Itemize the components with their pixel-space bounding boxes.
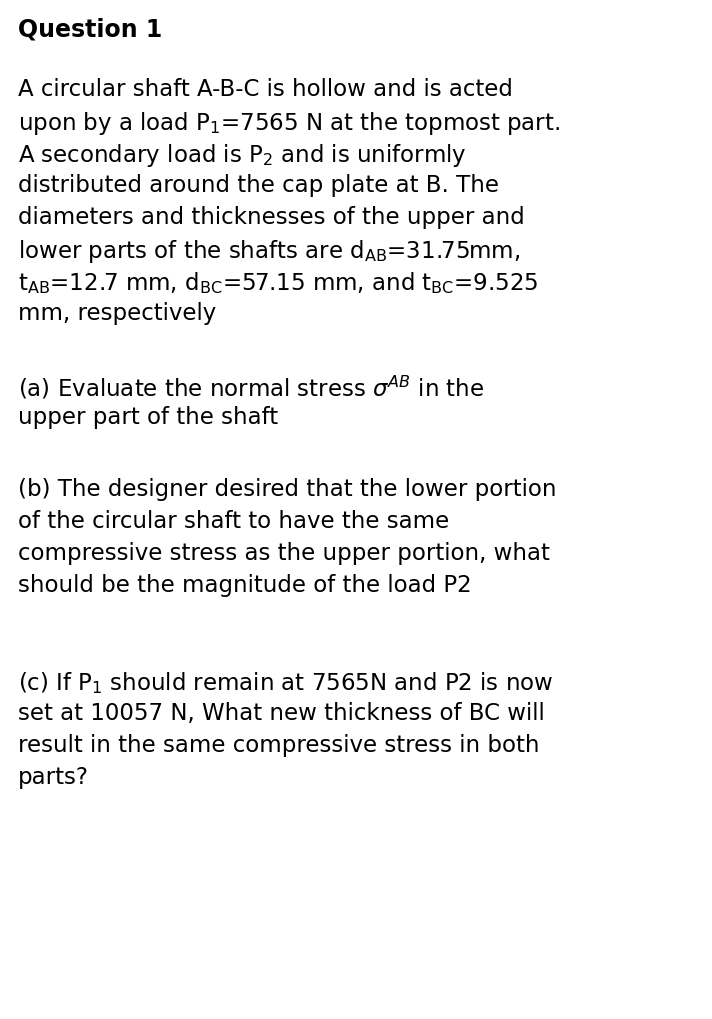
Text: A secondary load is P$_{\mathregular{2}}$ and is uniformly: A secondary load is P$_{\mathregular{2}}… bbox=[18, 142, 466, 169]
Text: (b) The designer desired that the lower portion: (b) The designer desired that the lower … bbox=[18, 478, 556, 500]
Text: result in the same compressive stress in both: result in the same compressive stress in… bbox=[18, 734, 539, 756]
Text: lower parts of the shafts are d$_{\mathregular{AB}}$=31.75mm,: lower parts of the shafts are d$_{\mathr… bbox=[18, 237, 520, 265]
Text: (c) If P$_{\mathregular{1}}$ should remain at 7565N and P2 is now: (c) If P$_{\mathregular{1}}$ should rema… bbox=[18, 669, 553, 695]
Text: should be the magnitude of the load P2: should be the magnitude of the load P2 bbox=[18, 574, 471, 596]
Text: A circular shaft A-B-C is hollow and is acted: A circular shaft A-B-C is hollow and is … bbox=[18, 77, 513, 101]
Text: (a) Evaluate the normal stress $\mathit{\sigma}^{\mathit{AB}}$ in the: (a) Evaluate the normal stress $\mathit{… bbox=[18, 374, 484, 400]
Text: t$_{\mathregular{AB}}$=12.7 mm, d$_{\mathregular{BC}}$=57.15 mm, and t$_{\mathre: t$_{\mathregular{AB}}$=12.7 mm, d$_{\mat… bbox=[18, 270, 538, 296]
Text: upper part of the shaft: upper part of the shaft bbox=[18, 406, 278, 429]
Text: upon by a load P$_{\mathregular{1}}$=7565 N at the topmost part.: upon by a load P$_{\mathregular{1}}$=756… bbox=[18, 110, 560, 137]
Text: distributed around the cap plate at B. The: distributed around the cap plate at B. T… bbox=[18, 174, 499, 197]
Text: of the circular shaft to have the same: of the circular shaft to have the same bbox=[18, 510, 449, 533]
Text: compressive stress as the upper portion, what: compressive stress as the upper portion,… bbox=[18, 541, 550, 565]
Text: set at 10057 N, What new thickness of BC will: set at 10057 N, What new thickness of BC… bbox=[18, 701, 545, 725]
Text: Question 1: Question 1 bbox=[18, 18, 162, 42]
Text: mm, respectively: mm, respectively bbox=[18, 302, 216, 325]
Text: diameters and thicknesses of the upper and: diameters and thicknesses of the upper a… bbox=[18, 206, 525, 229]
Text: parts?: parts? bbox=[18, 765, 89, 789]
